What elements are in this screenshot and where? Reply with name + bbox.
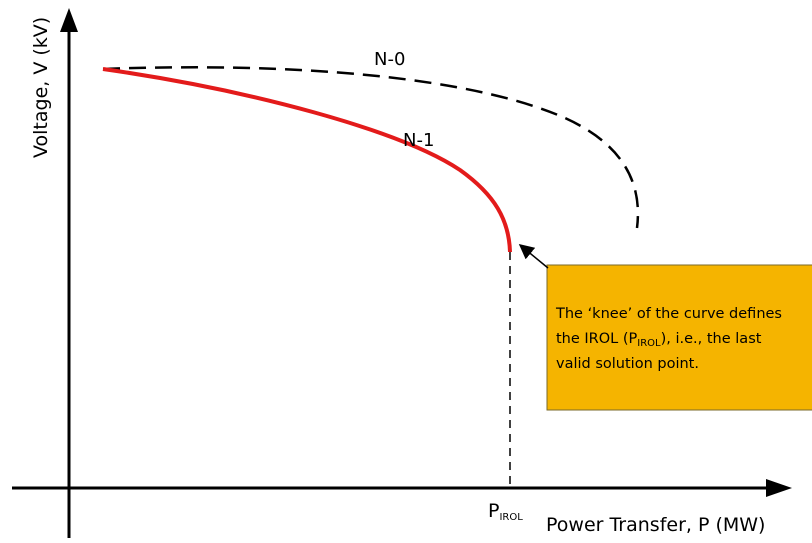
x-axis-label: Power Transfer, P (MW) xyxy=(546,514,765,536)
callout-line-2-sub: IROL xyxy=(637,338,661,349)
n0-curve xyxy=(102,66,640,229)
callout-line-3: valid solution point. xyxy=(556,356,699,372)
callout-line-2-after: ), i.e., the last xyxy=(661,331,762,347)
x-marker-subscript: IROL xyxy=(499,512,523,523)
callout-arrow xyxy=(518,244,549,269)
callout-line-2-before: the IROL (P xyxy=(556,331,638,347)
n1-curve-label: N-1 xyxy=(403,130,434,151)
y-axis-arrowhead xyxy=(60,8,78,32)
n1-curve xyxy=(102,67,512,253)
y-axis-label: Voltage, V (kV) xyxy=(30,17,52,158)
n0-curve-label: N-0 xyxy=(374,49,405,70)
callout-line-1: The ‘knee’ of the curve defines xyxy=(555,306,782,322)
callout-box xyxy=(546,264,812,411)
callout-line-2: the IROL (PIROL), i.e., the last xyxy=(556,331,762,349)
x-axis-arrowhead xyxy=(766,479,792,497)
x-marker-base: P xyxy=(488,500,499,522)
x-marker-label: PIROL xyxy=(488,500,523,523)
